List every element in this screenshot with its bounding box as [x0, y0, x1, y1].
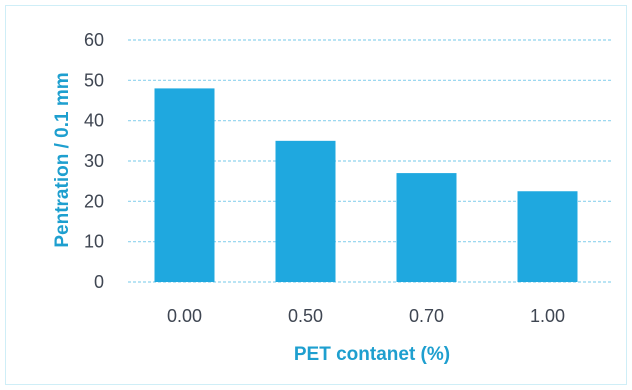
x-tick-label: 0.50: [288, 306, 323, 326]
x-axis-title: PET contanet (%): [294, 344, 450, 365]
y-tick-label: 0: [94, 272, 104, 292]
x-tick-label: 0.70: [409, 306, 444, 326]
x-tick-label: 1.00: [530, 306, 565, 326]
y-tick-labels: 0 10 20 30 40 50 60: [84, 30, 104, 292]
y-tick-label: 60: [84, 30, 104, 50]
x-tick-labels: 0.00 0.50 0.70 1.00: [167, 306, 565, 326]
y-tick-label: 20: [84, 191, 104, 211]
bar-0.00: [154, 88, 215, 283]
bar-1.00: [517, 191, 578, 282]
x-tick-label: 0.00: [167, 306, 202, 326]
y-tick-label: 40: [84, 111, 104, 131]
y-tick-label: 50: [84, 70, 104, 90]
bars: [154, 88, 578, 283]
y-axis-title: Pentration / 0.1 mm: [52, 72, 73, 247]
y-tick-label: 10: [84, 232, 104, 252]
bar-0.70: [396, 173, 457, 282]
bar-0.50: [275, 140, 336, 282]
y-tick-label: 30: [84, 151, 104, 171]
